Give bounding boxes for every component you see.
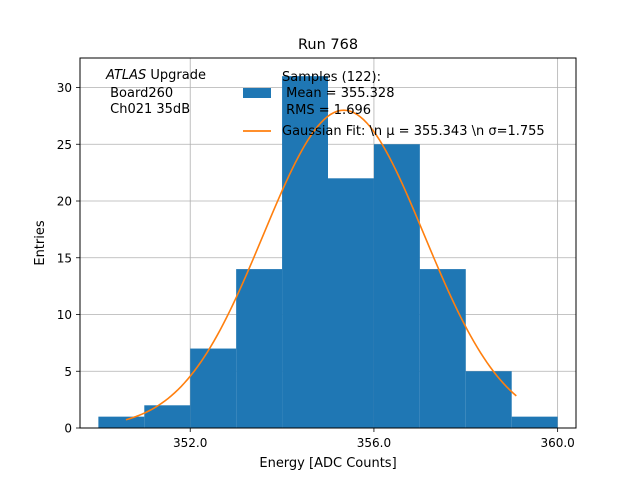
gaussian-fit-curve bbox=[125, 109, 517, 421]
y-tick-label: 30 bbox=[57, 81, 72, 95]
histogram-bar bbox=[328, 178, 374, 428]
histogram-bar bbox=[144, 405, 191, 428]
histogram-bar bbox=[282, 76, 328, 428]
y-tick-label: 10 bbox=[57, 308, 72, 322]
legend: Samples (122): Mean = 355.328 RMS = 1.69… bbox=[243, 70, 545, 139]
x-axis-ticks: 352.0 356.0 360.0 bbox=[173, 428, 575, 450]
histogram-bar bbox=[236, 269, 283, 428]
histogram-bar bbox=[373, 144, 420, 428]
legend-samples-patch bbox=[243, 88, 271, 98]
histogram-bars bbox=[98, 76, 558, 428]
histogram-bar bbox=[511, 416, 558, 428]
plot-frame bbox=[79, 57, 577, 429]
y-tick-label: 5 bbox=[64, 365, 72, 379]
annotation-atlas: ATLAS bbox=[105, 68, 146, 83]
histogram-bar bbox=[98, 416, 145, 428]
y-tick-label: 20 bbox=[57, 195, 72, 209]
legend-samples-line3: RMS = 1.696 bbox=[282, 103, 371, 118]
chart-title: Run 768 bbox=[298, 37, 358, 53]
y-tick-label: 25 bbox=[57, 138, 72, 152]
legend-fit-text: Gaussian Fit: \n μ = 355.343 \n σ=1.755 bbox=[282, 124, 545, 139]
histogram-bar bbox=[419, 269, 466, 428]
y-tick-label: 0 bbox=[64, 422, 72, 436]
x-tick-label: 356.0 bbox=[357, 436, 391, 450]
y-axis-label: Entries bbox=[33, 220, 48, 266]
y-axis-ticks: 0 5 10 15 20 25 30 bbox=[57, 81, 80, 436]
annotation-upgrade: Upgrade bbox=[146, 68, 206, 83]
histogram-bar bbox=[190, 348, 237, 428]
svg-text:ATLAS Upgrade: ATLAS Upgrade bbox=[105, 68, 206, 83]
x-axis-label: Energy [ADC Counts] bbox=[259, 456, 396, 471]
legend-samples-line1: Samples (122): bbox=[282, 70, 381, 85]
legend-samples-line2: Mean = 355.328 bbox=[282, 86, 394, 101]
x-tick-label: 360.0 bbox=[540, 436, 574, 450]
x-tick-label: 352.0 bbox=[173, 436, 207, 450]
histogram-bar bbox=[465, 371, 512, 428]
y-tick-label: 15 bbox=[57, 251, 72, 265]
atlas-annotation: ATLAS Upgrade Board260 Ch021 35dB bbox=[105, 68, 206, 117]
annotation-board: Board260 bbox=[106, 86, 173, 101]
annotation-channel: Ch021 35dB bbox=[106, 102, 190, 117]
